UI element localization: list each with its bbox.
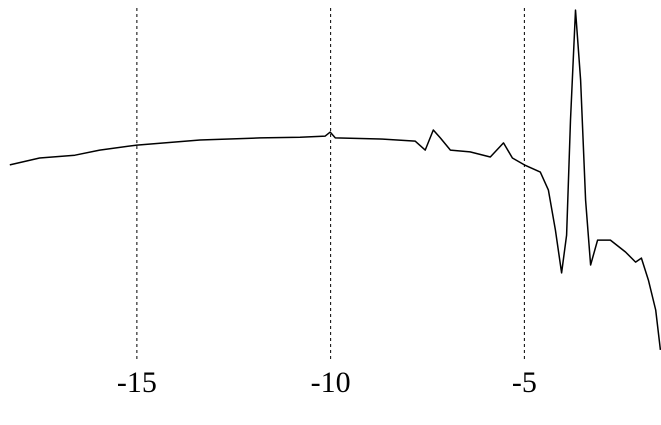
x-tick-label: -10 (311, 366, 351, 399)
data-line (9, 9, 661, 350)
x-tick-label: -15 (117, 366, 157, 399)
x-tick-label: -5 (512, 366, 537, 399)
